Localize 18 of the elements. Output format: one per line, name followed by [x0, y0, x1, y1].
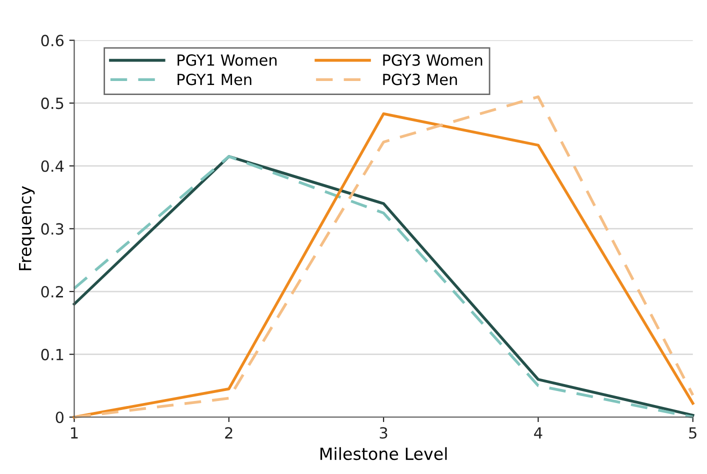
x-tick-label: 1: [71, 427, 78, 438]
y-tick-label: 0.1: [41, 348, 64, 360]
x-tick-label: 5: [689, 427, 696, 439]
legend-label: PGY1 Men: [178, 74, 252, 86]
x-tick-label: 3: [380, 427, 388, 439]
legend-label: PGY3 Men: [383, 74, 457, 86]
legend-label: PGY3 Women: [383, 54, 482, 66]
y-tick-label: 0.6: [41, 34, 64, 46]
x-tick-label: 4: [534, 427, 542, 438]
x-axis-title: Milestone Level: [320, 447, 447, 460]
y-tick-label: 0.4: [41, 160, 64, 172]
legend-label: PGY1 Women: [178, 54, 277, 66]
y-tick-label: 0.3: [41, 223, 64, 235]
y-tick-label: 0: [56, 412, 64, 424]
y-axis-title: Frequency: [19, 186, 35, 270]
y-tick-label: 0.5: [41, 98, 64, 110]
x-tick-label: 2: [225, 427, 232, 438]
y-tick-label: 0.2: [41, 286, 63, 298]
